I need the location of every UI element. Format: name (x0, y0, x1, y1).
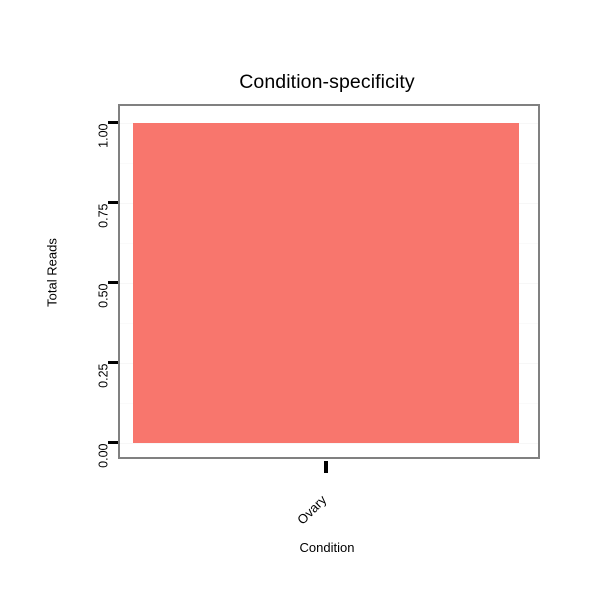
y-tick-mark-0.75 (108, 201, 118, 204)
y-tick-label-0.50: 0.50 (96, 283, 111, 308)
plot-panel (118, 104, 540, 459)
y-tick-label-1.00: 1.00 (96, 123, 111, 148)
y-tick-mark-0.25 (108, 361, 118, 364)
y-tick-label-0.25: 0.25 (96, 363, 111, 388)
bar-ovary[interactable] (133, 123, 519, 443)
x-tick-mark-ovary (324, 461, 328, 473)
y-tick-label-0.75: 0.75 (96, 203, 111, 228)
gridline-0.00 (120, 443, 538, 444)
x-axis-title: Condition (299, 540, 355, 555)
y-tick-mark-0.00 (108, 441, 118, 444)
plot-area (120, 106, 538, 457)
chart-title: Condition-specificity (239, 71, 415, 93)
y-tick-mark-1.00 (108, 121, 118, 124)
y-axis-title: Total Reads (44, 238, 60, 307)
y-tick-mark-0.50 (108, 281, 118, 284)
y-tick-label-0.00: 0.00 (96, 443, 111, 468)
